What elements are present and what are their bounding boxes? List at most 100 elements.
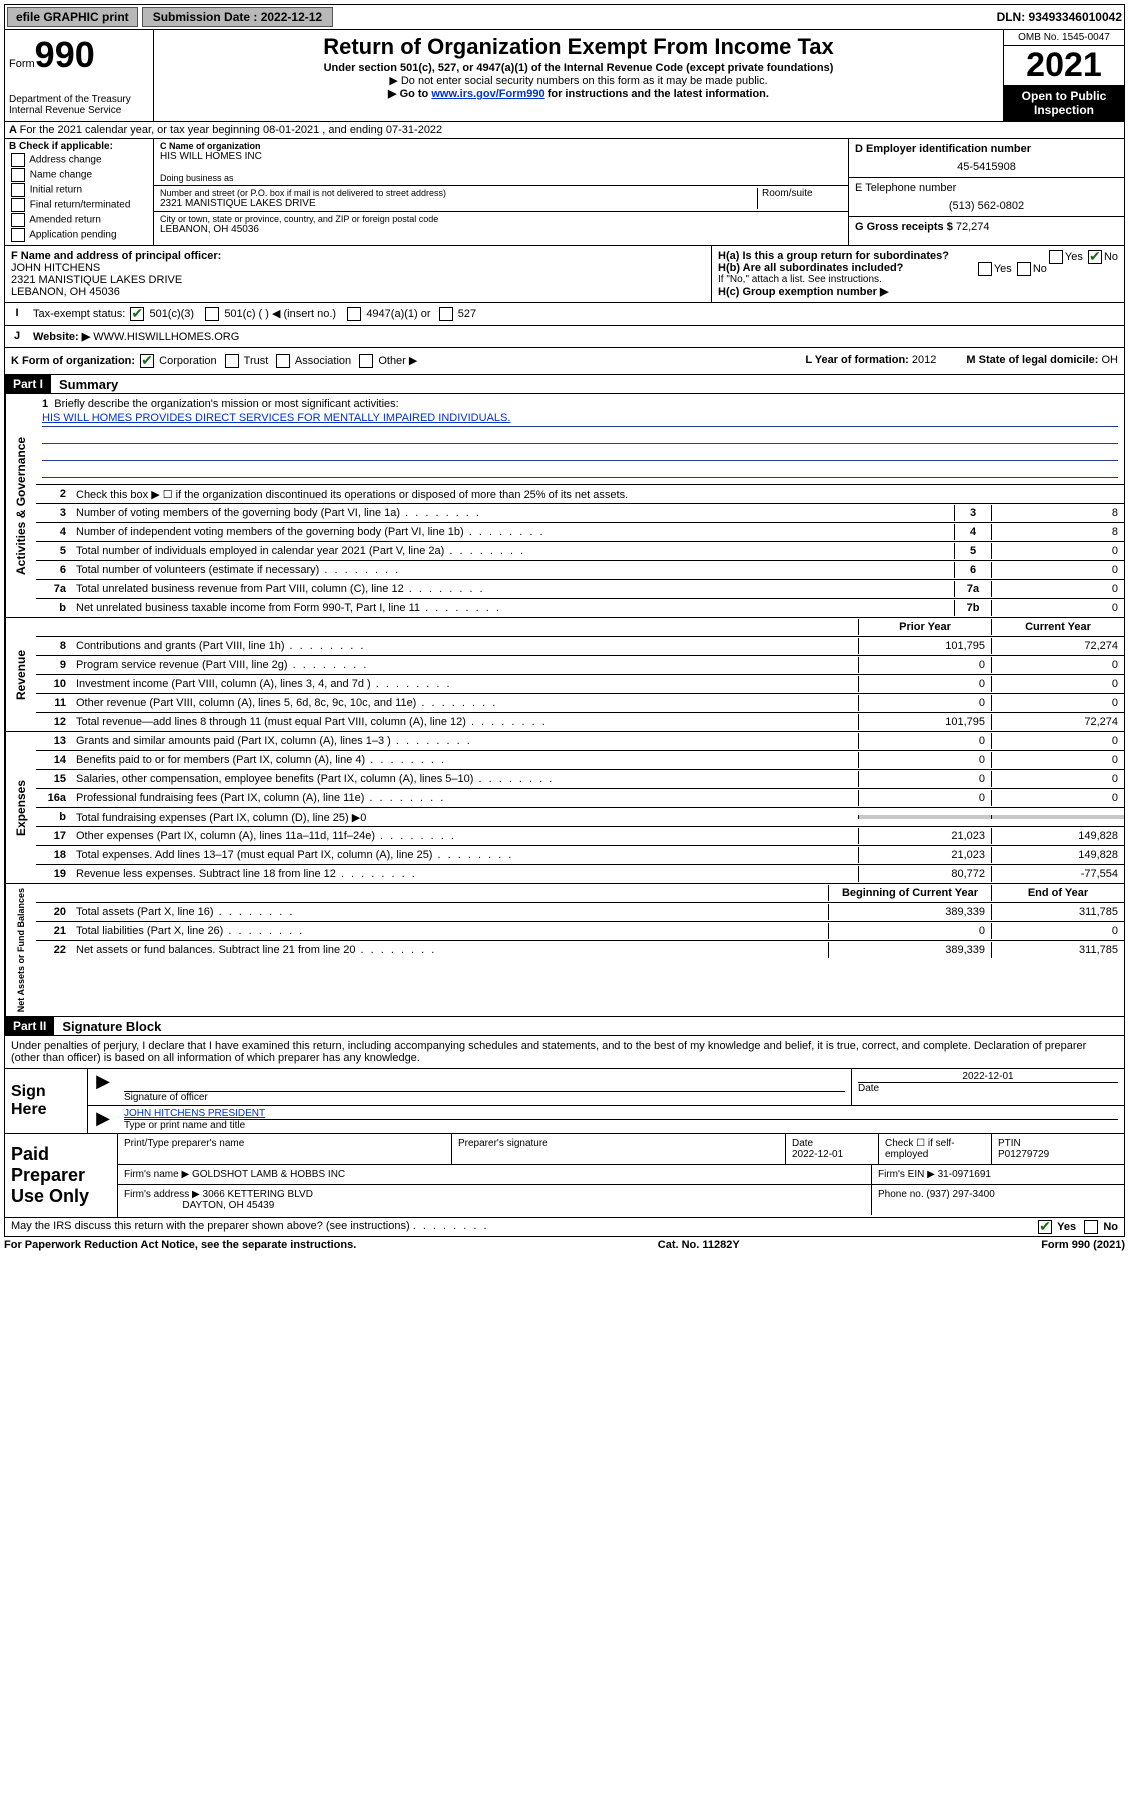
arrow-icon: ▶	[88, 1106, 118, 1133]
cb-trust[interactable]	[225, 354, 239, 368]
tax-year: 2021	[1004, 46, 1124, 85]
revenue-row: 8Contributions and grants (Part VIII, li…	[36, 637, 1124, 656]
expense-row: bTotal fundraising expenses (Part IX, co…	[36, 808, 1124, 827]
officer-name-label: Type or print name and title	[124, 1120, 1118, 1131]
governance-section: Activities & Governance 1 Briefly descri…	[4, 394, 1125, 618]
hb-label: H(b) Are all subordinates included?	[718, 262, 903, 274]
cb-527[interactable]	[439, 307, 453, 321]
cb-final-return[interactable]: Final return/terminated	[9, 198, 149, 212]
section-b-g: B Check if applicable: Address change Na…	[4, 139, 1125, 246]
paid-preparer-label: Paid Preparer Use Only	[5, 1134, 118, 1217]
end-year-header: End of Year	[991, 885, 1124, 901]
discuss-row: May the IRS discuss this return with the…	[4, 1218, 1125, 1237]
officer-name[interactable]: JOHN HITCHENS PRESIDENT	[124, 1108, 265, 1119]
form-label: Form	[9, 58, 35, 70]
cb-discuss-no[interactable]	[1084, 1220, 1098, 1234]
revenue-section: Revenue Prior Year Current Year 8Contrib…	[4, 618, 1125, 732]
cb-discuss-yes[interactable]	[1038, 1220, 1052, 1234]
revenue-row: 9Program service revenue (Part VIII, lin…	[36, 656, 1124, 675]
opt-trust: Trust	[244, 355, 269, 367]
cb-application-pending[interactable]: Application pending	[9, 228, 149, 242]
gov-row: 6Total number of volunteers (estimate if…	[36, 561, 1124, 580]
paid-preparer-block: Paid Preparer Use Only Print/Type prepar…	[4, 1134, 1125, 1218]
expense-row: 13Grants and similar amounts paid (Part …	[36, 732, 1124, 751]
irs-label: Internal Revenue Service	[9, 105, 149, 116]
firm-ein: 31-0971691	[938, 1169, 991, 1180]
form-header-left: Form990 Department of the Treasury Inter…	[5, 30, 154, 121]
netassets-header-row: Beginning of Current Year End of Year	[36, 884, 1124, 903]
l-value: 2012	[912, 354, 936, 366]
netassets-row: 22Net assets or fund balances. Subtract …	[36, 941, 1124, 959]
f-label: F Name and address of principal officer:	[11, 250, 705, 262]
ptin-label: PTIN	[998, 1138, 1021, 1149]
firm-phone-label: Phone no.	[878, 1189, 924, 1200]
city-label: City or town, state or province, country…	[160, 214, 842, 224]
section-b-checkboxes: B Check if applicable: Address change Na…	[5, 139, 154, 245]
paperwork-notice: For Paperwork Reduction Act Notice, see …	[4, 1239, 356, 1251]
suite-label: Room/suite	[758, 188, 842, 209]
expenses-section: Expenses 13Grants and similar amounts pa…	[4, 732, 1125, 884]
begin-year-header: Beginning of Current Year	[828, 885, 991, 901]
ha-label: H(a) Is this a group return for subordin…	[718, 250, 949, 262]
firm-city: DAYTON, OH 45439	[182, 1200, 274, 1211]
gov-row: 3Number of voting members of the governi…	[36, 504, 1124, 523]
prior-year-header: Prior Year	[858, 619, 991, 635]
cb-501c[interactable]	[205, 307, 219, 321]
gov-row: bNet unrelated business taxable income f…	[36, 599, 1124, 617]
opt-527: 527	[458, 308, 476, 320]
opt-other: Other ▶	[378, 355, 417, 367]
phone-value: (513) 562-0802	[855, 200, 1118, 212]
cb-corporation[interactable]	[140, 354, 154, 368]
dba-label: Doing business as	[160, 173, 842, 183]
firm-addr: 3066 KETTERING BLVD	[203, 1189, 313, 1200]
opt-501c: 501(c) ( ) ◀ (insert no.)	[224, 308, 336, 320]
hc-label: H(c) Group exemption number ▶	[718, 286, 888, 298]
preparer-date-label: Date	[792, 1138, 813, 1149]
cb-name-change[interactable]: Name change	[9, 168, 149, 182]
part1-title: Summary	[51, 377, 118, 392]
section-f: F Name and address of principal officer:…	[5, 246, 712, 302]
sig-officer-label: Signature of officer	[124, 1092, 845, 1103]
netassets-row: 20Total assets (Part X, line 16)389,3393…	[36, 903, 1124, 922]
ein-value: 45-5415908	[855, 161, 1118, 173]
k-label: K Form of organization:	[11, 355, 135, 367]
opt-501c3: 501(c)(3)	[149, 308, 194, 320]
irs-link[interactable]: www.irs.gov/Form990	[431, 88, 544, 100]
section-d-g: D Employer identification number 45-5415…	[848, 139, 1124, 245]
hb-note: If "No," attach a list. See instructions…	[718, 274, 1118, 285]
firm-name-label: Firm's name ▶	[124, 1169, 189, 1180]
revenue-row: 12Total revenue—add lines 8 through 11 (…	[36, 713, 1124, 731]
f-name: JOHN HITCHENS	[11, 262, 705, 274]
sign-here-label: Sign Here	[5, 1069, 88, 1133]
form-header-right: OMB No. 1545-0047 2021 Open to Public In…	[1003, 30, 1124, 121]
part1-header: Part I	[5, 375, 51, 393]
q2-text: Check this box ▶ ☐ if the organization d…	[72, 486, 1124, 503]
addr-block: Number and street (or P.O. box if mail i…	[154, 186, 848, 212]
org-name-block: C Name of organization HIS WILL HOMES IN…	[154, 139, 848, 186]
opt-assoc: Association	[295, 355, 351, 367]
expense-row: 14Benefits paid to or for members (Part …	[36, 751, 1124, 770]
dln-label: DLN: 93493346010042	[997, 10, 1122, 24]
cb-association[interactable]	[276, 354, 290, 368]
cb-address-change[interactable]: Address change	[9, 153, 149, 167]
sig-date: 2022-12-01	[858, 1071, 1118, 1082]
cb-initial-return[interactable]: Initial return	[9, 183, 149, 197]
revenue-header-row: Prior Year Current Year	[36, 618, 1124, 637]
section-b-label: B Check if applicable:	[9, 141, 149, 152]
efile-print-button[interactable]: efile GRAPHIC print	[7, 7, 138, 27]
cb-501c3[interactable]	[130, 307, 144, 321]
org-name-label: C Name of organization	[160, 141, 842, 151]
cb-amended-return[interactable]: Amended return	[9, 213, 149, 227]
revenue-row: 10Investment income (Part VIII, column (…	[36, 675, 1124, 694]
open-inspection-badge: Open to Public Inspection	[1004, 85, 1124, 121]
cb-other[interactable]	[359, 354, 373, 368]
form-header: Form990 Department of the Treasury Inter…	[4, 30, 1125, 122]
expense-row: 16aProfessional fundraising fees (Part I…	[36, 789, 1124, 808]
gross-value: 72,274	[956, 221, 990, 233]
self-employed-label: Check ☐ if self-employed	[879, 1134, 992, 1164]
no-label: No	[1103, 1221, 1118, 1233]
cb-4947[interactable]	[347, 307, 361, 321]
expenses-vert-label: Expenses	[5, 732, 36, 883]
yes-label: Yes	[1057, 1221, 1076, 1233]
mission-text[interactable]: HIS WILL HOMES PROVIDES DIRECT SERVICES …	[42, 412, 510, 424]
